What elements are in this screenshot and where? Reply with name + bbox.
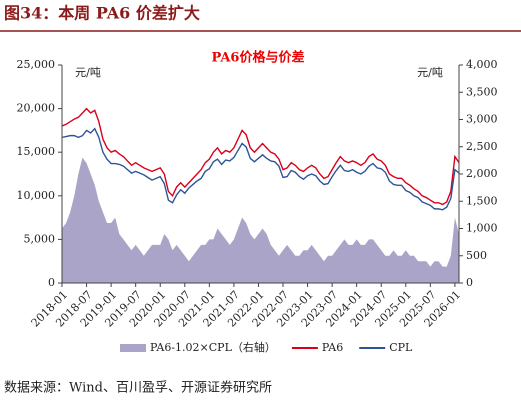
legend-label: PA6 — [322, 341, 343, 354]
spread-area — [62, 157, 459, 283]
y2-tick-label: 3,000 — [466, 113, 498, 126]
chart-title: PA6价格与价差 — [212, 50, 305, 66]
legend-label: PA6-1.02×CPL（右轴） — [150, 340, 276, 354]
y2-tick-label: 500 — [466, 249, 487, 262]
y2-tick-label: 3,500 — [466, 85, 498, 98]
y2-tick-label: 0 — [466, 276, 473, 289]
y-tick-label: 5,000 — [24, 232, 56, 245]
y2-tick-label: 4,000 — [466, 58, 498, 71]
page-title: 图34：本周 PA6 价差扩大 — [4, 4, 200, 23]
y2-tick-label: 2,500 — [466, 140, 498, 153]
y2-axis-unit: 元/吨 — [417, 66, 443, 79]
y-tick-label: 10,000 — [17, 189, 56, 202]
source: 数据来源：Wind、百川盈孚、开源证券研究所 — [4, 380, 272, 396]
y2-tick-label: 1,000 — [466, 222, 498, 235]
y-axis-unit: 元/吨 — [75, 66, 101, 79]
y-tick-label: 20,000 — [17, 102, 56, 115]
line — [61, 107, 460, 206]
y-tick-label: 25,000 — [17, 58, 56, 71]
legend-swatch — [120, 344, 146, 352]
y2-tick-label: 2,000 — [466, 167, 498, 180]
y2-tick-label: 1,500 — [466, 194, 498, 207]
y-tick-label: 0 — [48, 276, 55, 289]
legend-label: CPL — [389, 341, 413, 354]
y-tick-label: 15,000 — [17, 145, 56, 158]
line — [61, 127, 460, 211]
